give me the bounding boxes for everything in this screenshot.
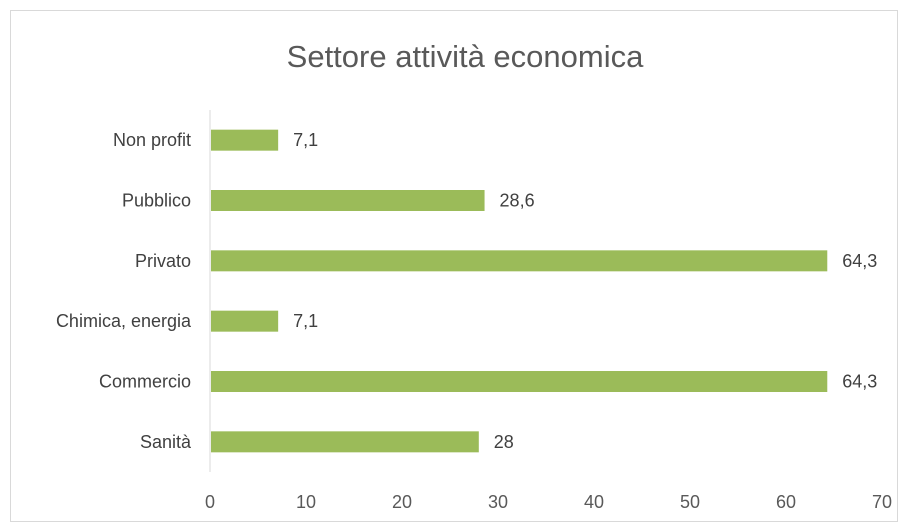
bars-group <box>211 129 828 453</box>
x-tick-label: 40 <box>584 492 604 512</box>
x-tick-label: 10 <box>296 492 316 512</box>
category-label: Commercio <box>99 372 191 392</box>
bar-0 <box>211 129 279 151</box>
x-tick-label: 60 <box>776 492 796 512</box>
x-tick-label: 20 <box>392 492 412 512</box>
bar-4 <box>211 371 828 392</box>
category-label: Sanità <box>140 432 192 452</box>
category-label: Non profit <box>113 130 191 150</box>
category-label: Privato <box>135 251 191 271</box>
value-label: 64,3 <box>842 372 877 392</box>
x-tick-labels: 0 10 20 30 40 50 60 70 <box>205 492 892 512</box>
x-tick-label: 70 <box>872 492 892 512</box>
bar-5 <box>211 431 479 453</box>
bar-2 <box>211 250 828 272</box>
value-labels: 7,1 28,6 64,3 7,1 64,3 28 <box>293 130 877 452</box>
x-tick-label: 0 <box>205 492 215 512</box>
category-label: Chimica, energia <box>56 311 192 331</box>
value-label: 64,3 <box>842 251 877 271</box>
value-label: 28,6 <box>500 191 535 211</box>
x-tick-label: 30 <box>488 492 508 512</box>
category-labels: Non profit Pubblico Privato Chimica, energi… <box>56 130 192 452</box>
value-label: 28 <box>494 432 514 452</box>
chart-title: Settore attività economica <box>287 39 644 74</box>
x-tick-label: 50 <box>680 492 700 512</box>
bar-3 <box>211 310 279 332</box>
value-label: 7,1 <box>293 311 318 331</box>
bar-1 <box>211 190 485 211</box>
category-label: Pubblico <box>122 191 191 211</box>
value-label: 7,1 <box>293 130 318 150</box>
